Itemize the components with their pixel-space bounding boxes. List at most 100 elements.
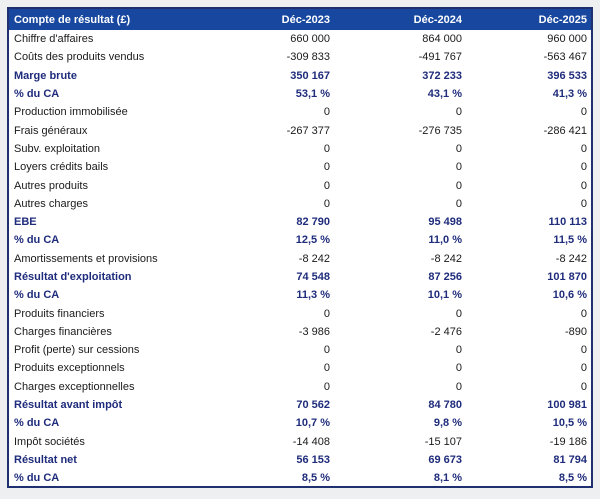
cell-value: 0: [580, 362, 587, 375]
cell-value: 0: [323, 161, 330, 174]
table-row: % du CA 53,1 % 43,1 % 41,3 %: [8, 85, 592, 103]
row-label: Résultat avant impôt: [14, 399, 123, 412]
column-header-dec-2024: Déc-2024: [334, 8, 466, 30]
table-row: Coûts des produits vendus -309 833 -491 76…: [8, 48, 592, 66]
row-label: Profit (perte) sur cessions: [14, 344, 140, 357]
row-label: Marge brute: [14, 69, 77, 82]
table-row: Autres produits 0 0 0: [8, 176, 592, 194]
cell-value: 8,1 %: [433, 471, 462, 484]
cell-value: 74 548: [296, 271, 330, 283]
row-label: Coûts des produits vendus: [14, 51, 145, 64]
table-row: Résultat d'exploitation 74 548 87 256 101 8…: [8, 268, 592, 286]
cell-value: 0: [580, 142, 587, 155]
cell-value: -8 242: [430, 252, 462, 265]
cell-value: 0: [323, 179, 330, 192]
table-row: Subv. exploitation 0 0 0: [8, 140, 592, 158]
cell-value: 0: [580, 106, 587, 119]
cell-value: 0: [455, 161, 462, 174]
row-label: Charges exceptionnelles: [14, 380, 135, 393]
row-label: % du CA: [14, 471, 60, 484]
row-label: Résultat d'exploitation: [14, 271, 132, 283]
cell-value: -8 242: [555, 252, 587, 265]
row-label: Produits financiers: [14, 307, 105, 320]
table-row: EBE 82 790 95 498 110 113: [8, 213, 592, 231]
cell-value: 0: [323, 344, 330, 357]
cell-value: 110 113: [548, 216, 587, 229]
table-row: Impôt sociétés -14 408 -15 107 -19 186: [8, 433, 592, 451]
cell-value: 87 256: [428, 271, 462, 283]
table-title: Compte de résultat (£): [8, 8, 204, 30]
cell-value: -14 408: [292, 435, 330, 448]
row-label: % du CA: [14, 417, 60, 430]
cell-value: 372 233: [422, 69, 462, 82]
cell-value: 12,5 %: [295, 234, 330, 247]
row-label: Loyers crédits bails: [14, 161, 109, 174]
cell-value: 100 981: [547, 399, 587, 412]
cell-value: 660 000: [290, 33, 330, 46]
cell-value: 82 790: [296, 216, 330, 229]
cell-value: -8 242: [298, 252, 330, 265]
cell-value: -2 476: [430, 325, 462, 338]
row-label: Autres charges: [14, 197, 88, 210]
cell-value: 0: [455, 179, 462, 192]
cell-value: 81 794: [553, 453, 587, 466]
cell-value: 0: [323, 307, 330, 320]
cell-value: 43,1 %: [427, 88, 462, 101]
cell-value: 960 000: [547, 33, 587, 46]
table-row: Marge brute 350 167 372 233 396 533: [8, 67, 592, 85]
cell-value: 0: [455, 307, 462, 320]
cell-value: 0: [323, 106, 330, 119]
cell-value: 0: [323, 380, 330, 393]
cell-value: 101 870: [547, 271, 587, 283]
column-header-dec-2023: Déc-2023: [204, 8, 334, 30]
table-row: Produits exceptionnels 0 0 0: [8, 359, 592, 377]
cell-value: 0: [455, 362, 462, 375]
column-header-dec-2025: Déc-2025: [466, 8, 592, 30]
cell-value: 11,0 %: [428, 234, 462, 247]
table-row: Charges exceptionnelles 0 0 0: [8, 378, 592, 396]
cell-value: 8,5 %: [301, 471, 330, 484]
row-label: Subv. exploitation: [14, 142, 101, 155]
row-label: Produits exceptionnels: [14, 362, 125, 375]
cell-value: 9,8 %: [433, 417, 462, 430]
cell-value: -267 377: [286, 124, 330, 137]
cell-value: 0: [580, 161, 587, 174]
table-body: Chiffre d'affaires 660 000 864 000 960 000 C…: [8, 30, 592, 487]
cell-value: -3 986: [298, 325, 330, 338]
row-label: Autres produits: [14, 179, 88, 192]
cell-value: 11,3 %: [296, 289, 330, 302]
cell-value: 41,3 %: [552, 88, 587, 101]
row-label: Résultat net: [14, 453, 77, 466]
cell-value: 0: [455, 106, 462, 119]
table-row: % du CA 10,7 % 9,8 % 10,5 %: [8, 414, 592, 432]
table-row: Chiffre d'affaires 660 000 864 000 960 000: [8, 30, 592, 48]
table-row: % du CA 8,5 % 8,1 % 8,5 %: [8, 469, 592, 487]
row-label: % du CA: [14, 234, 60, 247]
row-label: Frais généraux: [14, 124, 88, 137]
cell-value: -15 107: [424, 435, 462, 448]
cell-value: 0: [580, 197, 587, 210]
row-label: Impôt sociétés: [14, 435, 85, 448]
cell-value: 0: [455, 197, 462, 210]
table-row: Loyers crédits bails 0 0 0: [8, 158, 592, 176]
cell-value: 0: [455, 344, 462, 357]
table-row: Charges financières -3 986 -2 476 -890: [8, 323, 592, 341]
cell-value: 396 533: [547, 69, 587, 82]
cell-value: 56 153: [296, 453, 330, 466]
cell-value: 0: [323, 197, 330, 210]
table-row: Résultat avant impôt 70 562 84 780 100 981: [8, 396, 592, 414]
cell-value: 0: [323, 362, 330, 375]
table-row: % du CA 11,3 % 10,1 % 10,6 %: [8, 286, 592, 304]
row-label: Production immobilisée: [14, 106, 128, 119]
cell-value: 11,5 %: [553, 234, 587, 247]
cell-value: 0: [455, 142, 462, 155]
cell-value: 10,5 %: [552, 417, 587, 430]
table-row: Autres charges 0 0 0: [8, 195, 592, 213]
cell-value: 70 562: [296, 399, 330, 412]
row-label: Amortissements et provisions: [14, 252, 158, 265]
cell-value: 84 780: [428, 399, 462, 412]
cell-value: -286 421: [543, 124, 587, 137]
table-header-row: Compte de résultat (£) Déc-2023 Déc-2024…: [8, 8, 592, 30]
row-label: % du CA: [14, 88, 60, 101]
cell-value: 0: [580, 380, 587, 393]
